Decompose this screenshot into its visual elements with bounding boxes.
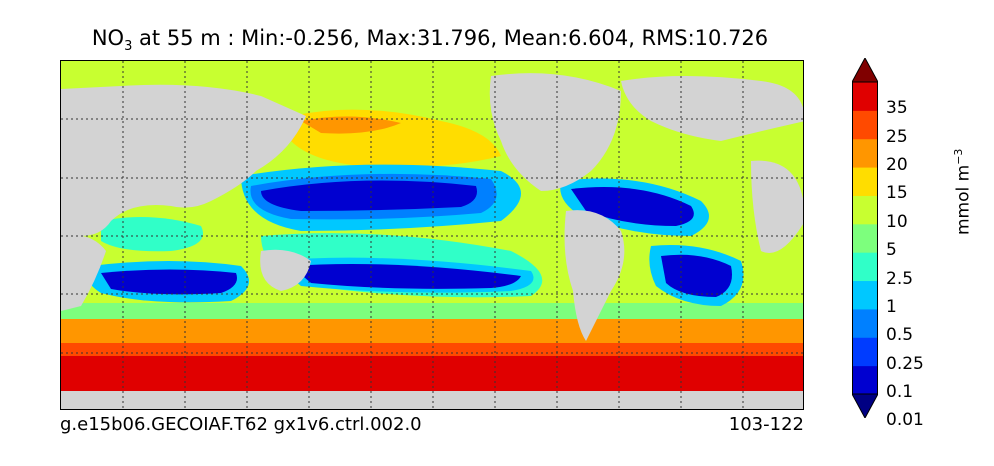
title-variable: NO	[91, 26, 125, 50]
colorbar-extend-bottom	[852, 393, 878, 418]
land-eurasia-africa	[61, 84, 306, 236]
north-atlantic-gyre	[571, 187, 694, 226]
ocean-map	[60, 60, 804, 410]
land-north-america	[489, 73, 621, 191]
title-variable-subscript: 3	[124, 39, 133, 55]
year-range: 103-122	[728, 414, 804, 435]
land-africa-east-edge	[751, 160, 803, 253]
colorbar-tick-label: 0.1	[886, 382, 914, 402]
north-pacific-gyre-core	[261, 180, 477, 211]
colorbar	[852, 58, 878, 418]
colorbar-tick-label: 10	[886, 211, 908, 232]
colorbar-tick-label: 0.01	[886, 410, 924, 431]
colorbar-bin	[852, 308, 878, 338]
colorbar-bin	[852, 223, 878, 253]
plot-title: NO3 at 55 m : Min:-0.256, Max:31.796, Me…	[0, 26, 860, 54]
colorbar-tick-label: 35	[886, 98, 908, 119]
colorbar-bins	[852, 82, 878, 395]
graticule	[61, 61, 803, 409]
land-africa-south	[61, 235, 106, 311]
colorbar-bin	[852, 138, 878, 168]
colorbar-bin	[852, 167, 878, 196]
colorbar-tick-label: 5	[886, 240, 897, 261]
arabian-sea	[101, 217, 203, 252]
colorbar-bin	[852, 365, 878, 395]
south-pacific-gyre	[291, 263, 521, 289]
colorbar-bin	[852, 280, 878, 310]
land-europe-greenland	[621, 76, 803, 141]
colorbar-bin	[852, 195, 878, 225]
south-atlantic-gyre	[661, 254, 732, 297]
land-south-america	[564, 210, 625, 341]
colorbar-unit-label: mmol m−3	[952, 149, 974, 235]
colorbar-tick-label: 15	[886, 183, 908, 204]
colorbar-bin	[852, 82, 878, 111]
colorbar-bin	[852, 252, 878, 282]
land-australia	[260, 249, 311, 291]
title-stats: at 55 m : Min:-0.256, Max:31.796, Mean:6…	[132, 26, 769, 50]
colorbar-outline	[852, 81, 878, 395]
land-antarctica	[61, 391, 803, 409]
colorbar-tick-label: 1	[886, 296, 897, 317]
case-name: g.e15b06.GECOIAF.T62 gx1v6.ctrl.002.0	[60, 414, 422, 435]
colorbar-extend-top	[852, 58, 878, 83]
colorbar-unit-main: mmol m	[953, 164, 974, 235]
colorbar-bin	[852, 110, 878, 140]
map-canvas	[61, 61, 803, 409]
colorbar-tick-label: 25	[886, 126, 908, 147]
colorbar-tick-label: 2.5	[886, 268, 914, 289]
north-pacific-core	[301, 116, 401, 134]
colorbar-tick-label: 20	[886, 155, 908, 176]
indian-gyre	[101, 269, 237, 295]
colorbar-tick-label: 0.25	[886, 353, 924, 374]
colorbar-bin	[852, 337, 878, 367]
colorbar-tick-label: 0.5	[886, 325, 914, 346]
colorbar-unit-exponent: −3	[952, 148, 965, 165]
